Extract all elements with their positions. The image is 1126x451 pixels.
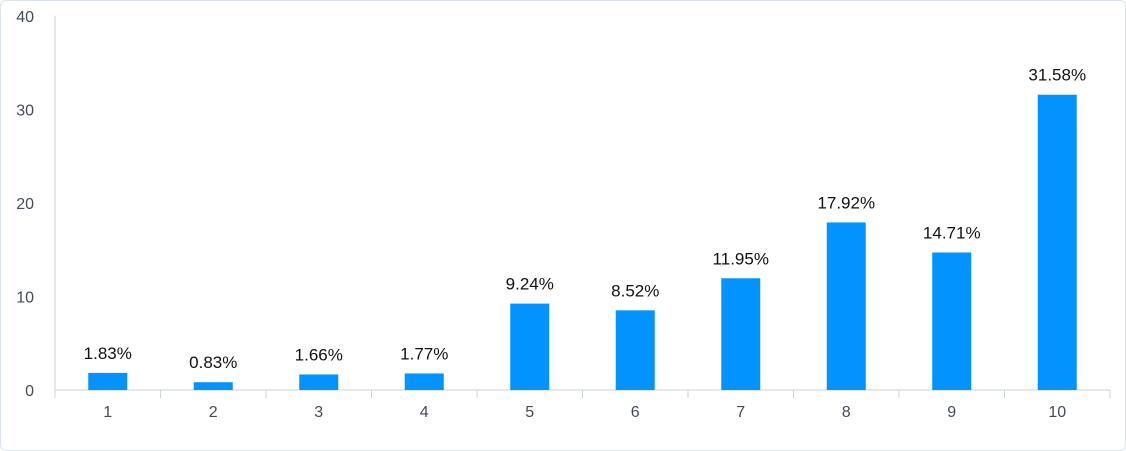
x-tick-label: 3 [314, 404, 323, 421]
data-label: 1.77% [400, 344, 448, 363]
data-label: 11.95% [713, 249, 769, 268]
data-label: 17.92% [817, 193, 875, 212]
bars [88, 94, 1077, 391]
x-tick-label: 7 [736, 404, 745, 421]
data-labels: 1.83% 0.83% 1.66% 1.77% 9.24% 8.52% 11.95% 17.9… [84, 66, 1086, 373]
y-tick-label: 30 [16, 103, 34, 120]
data-label: 31.58% [1028, 66, 1086, 85]
x-tick-label: 4 [420, 404, 429, 421]
data-label: 14.71% [923, 223, 981, 242]
x-tick-label: 10 [1048, 404, 1066, 421]
x-axis: 1 2 3 4 5 6 7 8 9 10 [54, 389, 1111, 421]
bar [826, 222, 866, 390]
bar [1037, 94, 1077, 391]
y-axis: 0 10 20 30 40 [16, 9, 56, 400]
y-tick-label: 10 [16, 290, 34, 307]
data-label: 0.83% [189, 353, 237, 372]
bar [615, 310, 655, 390]
bar [510, 303, 550, 390]
y-tick-label: 0 [25, 383, 34, 400]
bar [404, 373, 444, 390]
bar [721, 278, 761, 390]
x-tick-label: 6 [631, 404, 640, 421]
x-tick-label: 1 [103, 404, 112, 421]
bar [932, 252, 972, 390]
data-label: 8.52% [611, 281, 659, 300]
bar [193, 382, 233, 390]
x-tick-label: 2 [209, 404, 218, 421]
x-tick-label: 9 [947, 404, 956, 421]
bar [299, 374, 339, 390]
y-tick-label: 40 [16, 9, 34, 26]
bar [88, 372, 128, 390]
data-label: 9.24% [506, 275, 554, 294]
data-label: 1.66% [295, 345, 343, 364]
x-tick-label: 5 [525, 404, 534, 421]
y-tick-label: 20 [16, 196, 34, 213]
data-label: 1.83% [84, 344, 132, 363]
x-tick-label: 8 [842, 404, 851, 421]
